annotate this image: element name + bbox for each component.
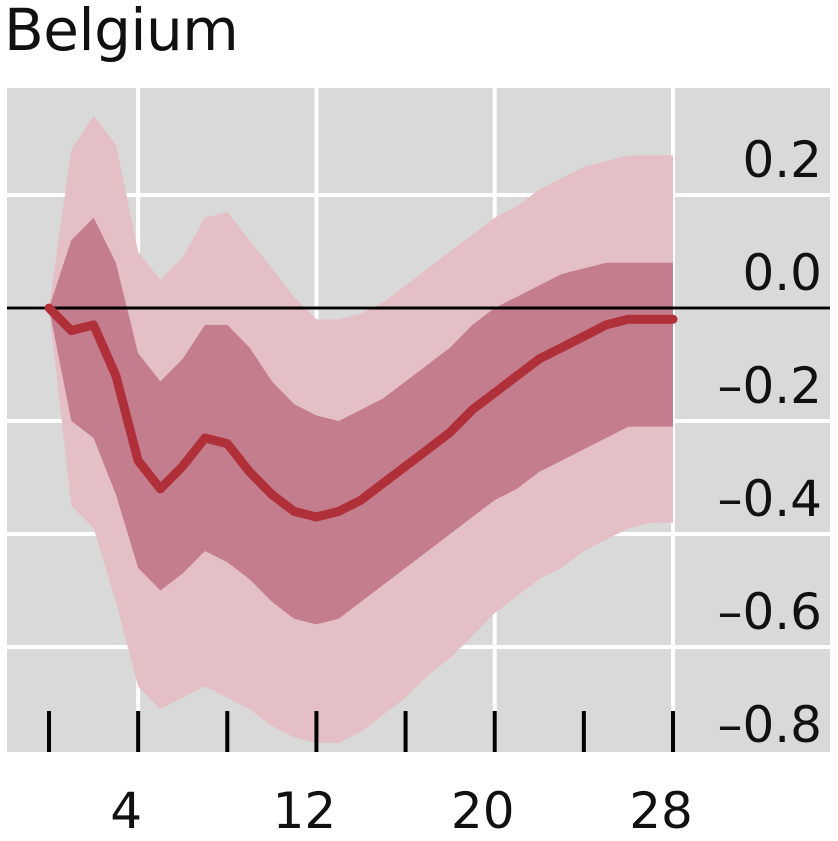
median-line (44, 303, 678, 522)
y-tick-label: –0.2 (717, 357, 822, 415)
x-tick-label: 20 (451, 782, 515, 840)
y-tick-label: –0.8 (717, 696, 822, 754)
y-axis-tick-labels: 0.2 0.0 –0.2 –0.4 –0.6 –0.8 (717, 131, 822, 754)
inner-confidence-band (49, 217, 673, 625)
chart-title: Belgium (4, 0, 239, 64)
y-tick-label: –0.4 (717, 470, 822, 528)
x-tick-label: 4 (110, 782, 142, 840)
y-tick-label: 0.2 (742, 131, 822, 189)
x-axis-ticks (47, 711, 675, 752)
y-tick-label: –0.6 (717, 583, 822, 641)
y-tick-label: 0.0 (742, 244, 822, 302)
x-tick-label: 28 (629, 782, 693, 840)
x-tick-label: 12 (273, 782, 337, 840)
x-axis-tick-labels: 4 12 20 28 (110, 782, 693, 840)
